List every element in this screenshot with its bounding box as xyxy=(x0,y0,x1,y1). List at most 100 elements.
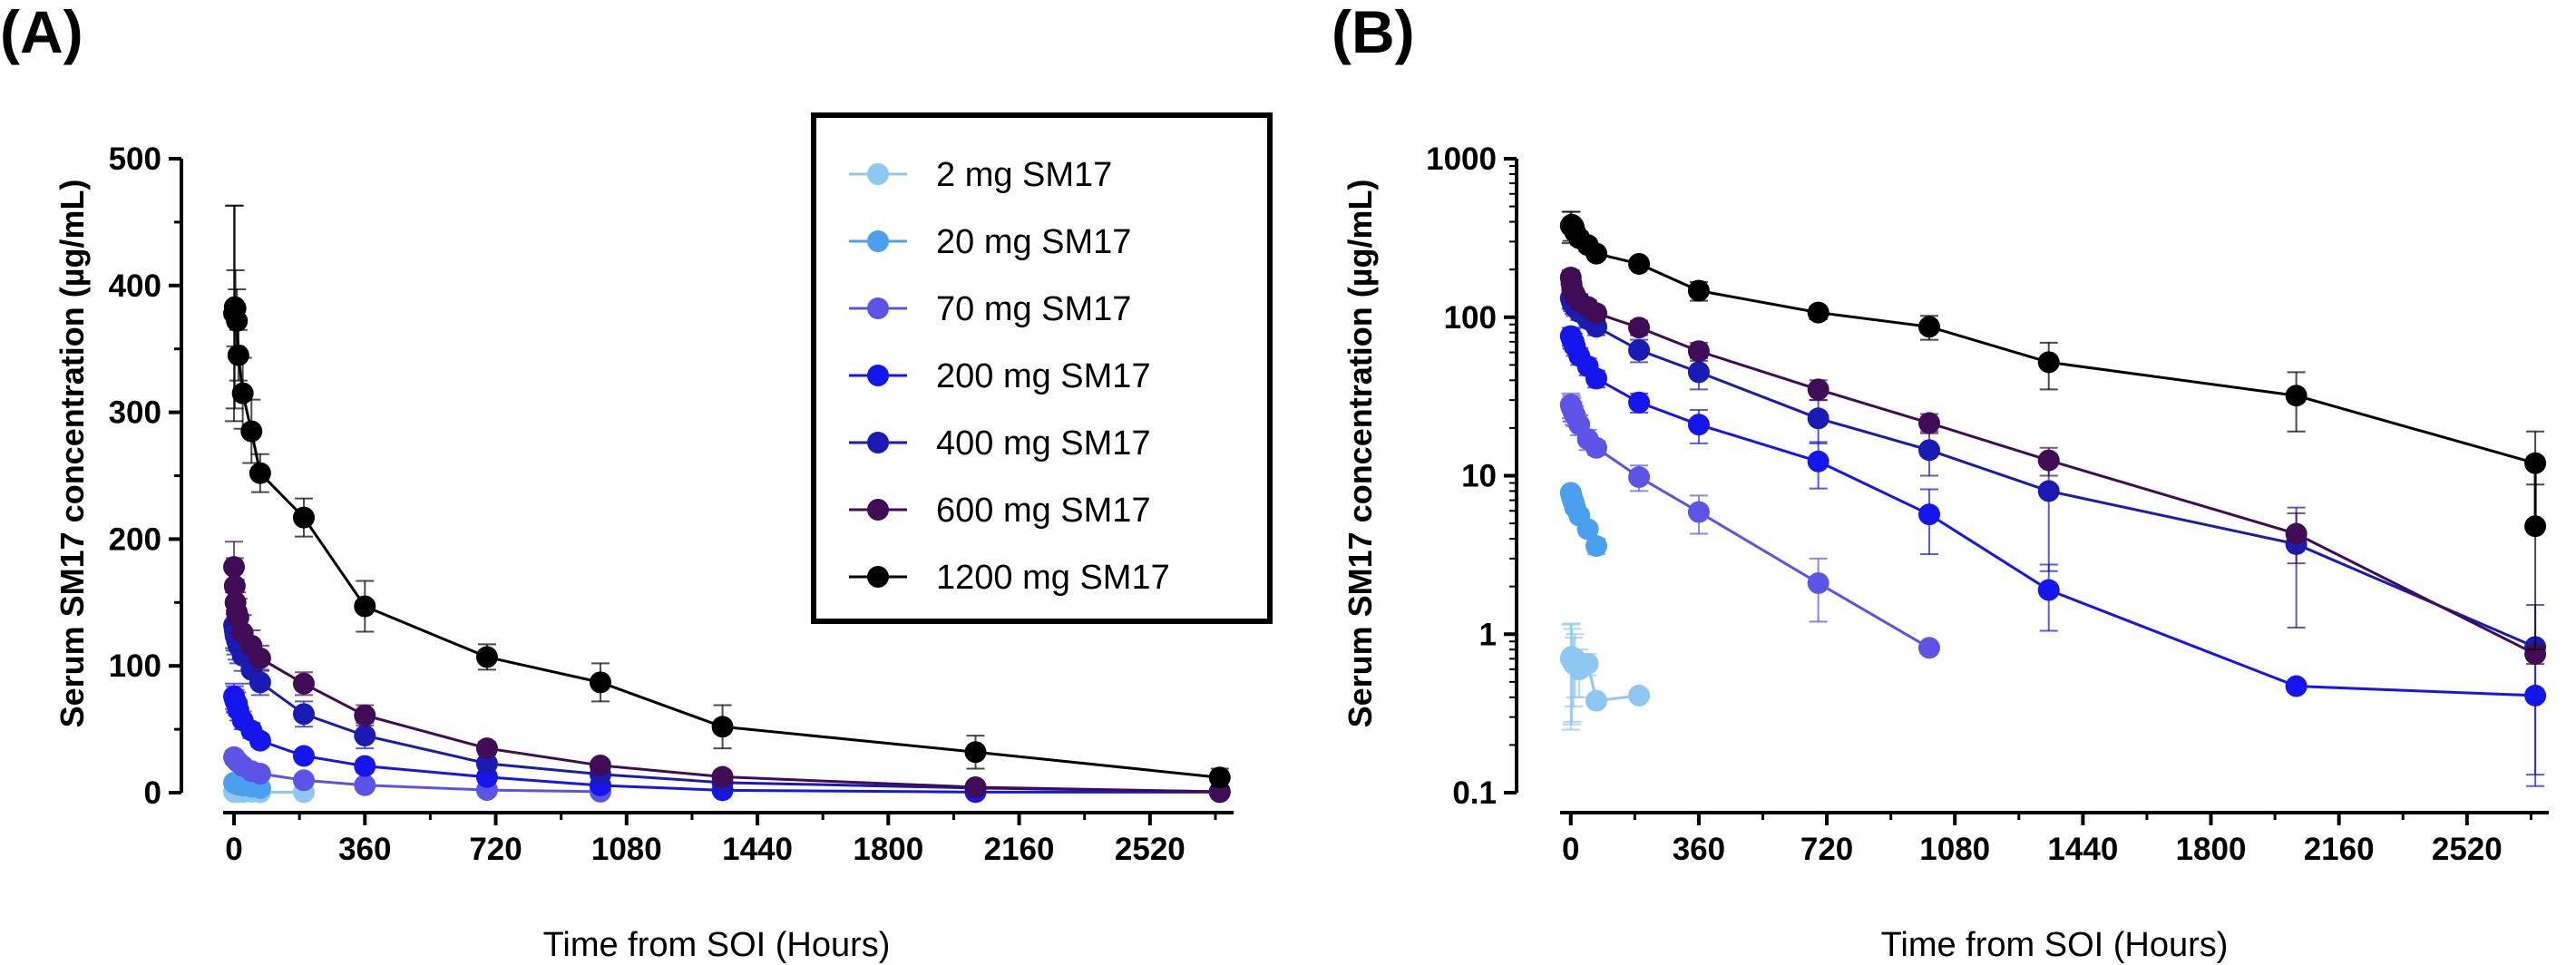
data-point xyxy=(2285,675,2308,697)
data-point xyxy=(292,672,315,695)
panel-a-x-tick-label: 1440 xyxy=(722,832,793,867)
legend-box xyxy=(811,112,1273,624)
panel-a-x-axis-title: Time from SOI (Hours) xyxy=(543,926,891,964)
data-point xyxy=(1917,637,1940,659)
panel-b-log-chart: (B) 0 360 720 1080 1440 1800 2160 2520 0.1 1 10 100… xyxy=(1332,0,2549,964)
panel-a-x-tick-label: 1800 xyxy=(853,832,923,867)
panel-a-x-tick-label: 0 xyxy=(225,832,242,867)
legend-label: 200 mg SM17 xyxy=(936,357,1151,395)
panel-a-x-tick-label: 360 xyxy=(338,832,391,867)
panel-a-label: (A) xyxy=(0,0,83,65)
data-point xyxy=(1917,439,1940,462)
legend-swatch-marker xyxy=(867,163,889,185)
data-point xyxy=(1585,242,1607,265)
data-point xyxy=(1687,340,1710,363)
data-point xyxy=(1807,301,1830,324)
legend-swatch-marker xyxy=(867,365,889,386)
panel-b-x-tick-label: 1440 xyxy=(2047,832,2118,867)
panel-b-series-20-mg-sm17 xyxy=(1559,482,1607,558)
series-line xyxy=(232,756,600,794)
data-point xyxy=(292,769,315,792)
panel-a-x-tick-label: 1080 xyxy=(591,832,662,867)
data-point xyxy=(2037,480,2060,502)
data-point xyxy=(589,754,611,776)
data-point xyxy=(1807,407,1830,430)
panel-b-y-tick-label: 0.1 xyxy=(1452,775,1497,811)
data-point xyxy=(2524,452,2547,474)
data-point xyxy=(292,745,315,767)
data-point xyxy=(1628,317,1651,339)
data-point xyxy=(2285,385,2308,407)
panel-b-y-tick-label: 100 xyxy=(1444,300,1497,336)
data-point xyxy=(1585,689,1607,712)
data-point xyxy=(223,556,246,579)
data-point xyxy=(964,775,987,798)
panel-b-x-tick-label: 2520 xyxy=(2432,832,2503,867)
legend-item: 200 mg SM17 xyxy=(849,357,1151,395)
panel-a-linear-chart: (A) 0 360 720 1080 1440 1800 2160 2520 0 100 200 30… xyxy=(0,0,1273,964)
panel-b-series-1200-mg-sm17 xyxy=(1559,210,2547,651)
data-point xyxy=(354,595,376,618)
data-point xyxy=(711,716,734,738)
panel-a-x-tick-label: 2520 xyxy=(1115,832,1186,867)
data-point xyxy=(1687,414,1710,436)
panel-b-x-tick-label: 1080 xyxy=(1919,832,1990,867)
data-point xyxy=(249,671,271,694)
panel-b-x-tick-label: 360 xyxy=(1673,832,1725,867)
legend-label: 70 mg SM17 xyxy=(936,290,1131,328)
panel-b-x-tick-label: 0 xyxy=(1562,832,1579,867)
legend-item: 400 mg SM17 xyxy=(849,424,1151,463)
panel-b-x-tick-label: 1800 xyxy=(2176,832,2247,867)
panel-a-series-20-mg-sm17 xyxy=(223,772,271,799)
data-point xyxy=(354,755,376,777)
legend-item: 2 mg SM17 xyxy=(849,156,1112,194)
panel-b-y-axis-title: Serum SM17 concentration (µg/mL) xyxy=(1342,180,1379,728)
legend-label: 400 mg SM17 xyxy=(936,424,1151,463)
panel-b-y-tick-label: 10 xyxy=(1461,459,1497,494)
data-point xyxy=(2037,351,2060,374)
legend-label: 1200 mg SM17 xyxy=(936,559,1170,597)
data-point xyxy=(354,774,376,796)
data-point xyxy=(227,344,249,366)
panel-a-x-tick-label: 2160 xyxy=(984,832,1055,867)
panel-b-series-200-mg-sm17 xyxy=(1559,325,2547,787)
legend-swatch-marker xyxy=(867,432,889,453)
panel-b-y-tick-label: 1 xyxy=(1479,617,1497,652)
data-point xyxy=(1917,412,1940,434)
legend-swatch-marker xyxy=(867,297,889,319)
panel-b-label: (B) xyxy=(1332,0,1415,65)
legend-swatch-marker xyxy=(867,230,889,252)
data-point xyxy=(1687,279,1710,302)
panel-a-series-1200-mg-sm17 xyxy=(223,204,1231,789)
data-point xyxy=(589,671,611,694)
data-point xyxy=(1687,361,1710,384)
data-point xyxy=(2037,449,2060,472)
legend-swatch-marker xyxy=(867,499,889,521)
data-point xyxy=(711,765,734,788)
panel-b-x-tick-label: 2160 xyxy=(2304,832,2375,867)
data-point xyxy=(1585,367,1607,390)
data-point xyxy=(1585,535,1607,558)
panel-a-y-tick-label: 400 xyxy=(109,268,161,304)
panel-b-series-70-mg-sm17 xyxy=(1559,392,1940,659)
data-point xyxy=(1576,652,1599,675)
panel-a-series xyxy=(223,204,1231,804)
panel-a-series-70-mg-sm17 xyxy=(223,746,611,803)
panel-a-y-tick-label: 500 xyxy=(109,141,161,177)
data-point xyxy=(292,703,315,726)
data-point xyxy=(1917,503,1940,526)
panel-b-x-tick-label: 720 xyxy=(1800,832,1853,867)
legend-swatch-marker xyxy=(867,566,889,588)
panel-b-x-axis-title: Time from SOI (Hours) xyxy=(1881,926,2229,964)
legend-label: 600 mg SM17 xyxy=(936,492,1151,530)
data-point xyxy=(475,737,498,760)
data-point xyxy=(1687,501,1710,523)
data-point xyxy=(1917,316,1940,338)
panel-b-series xyxy=(1559,210,2547,787)
data-point xyxy=(475,752,498,775)
panel-a-y-tick-label: 100 xyxy=(109,648,161,684)
panel-b-series-600-mg-sm17 xyxy=(1559,266,2547,666)
data-point xyxy=(292,506,315,529)
data-point xyxy=(249,729,271,752)
